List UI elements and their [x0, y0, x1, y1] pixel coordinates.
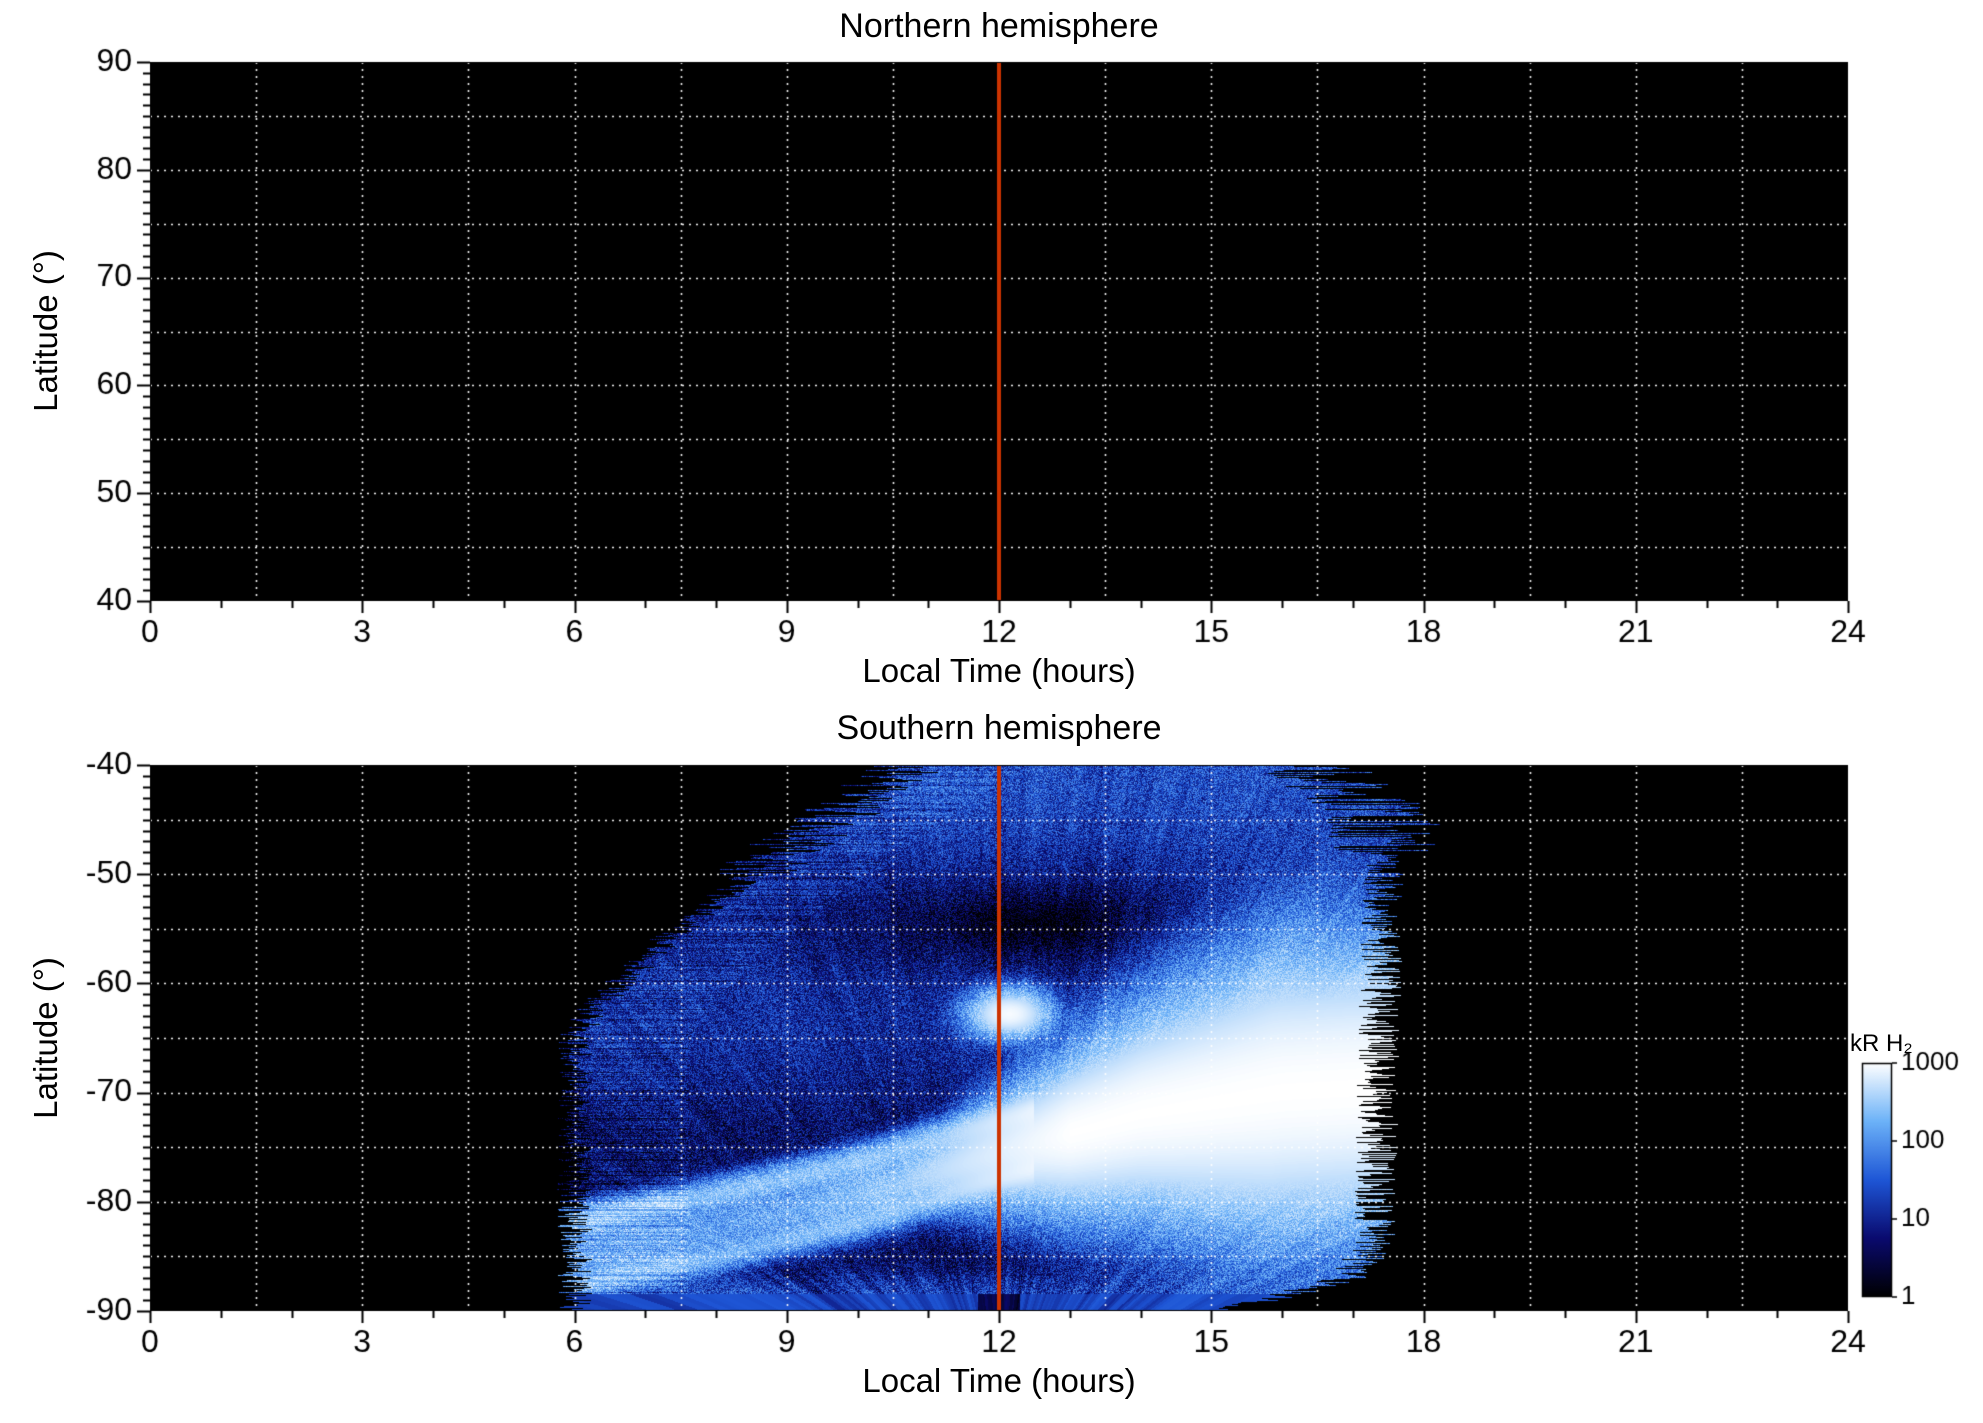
figure: Northern hemisphere Southern hemisphere … [0, 0, 1983, 1423]
figure-canvas [0, 0, 1983, 1423]
